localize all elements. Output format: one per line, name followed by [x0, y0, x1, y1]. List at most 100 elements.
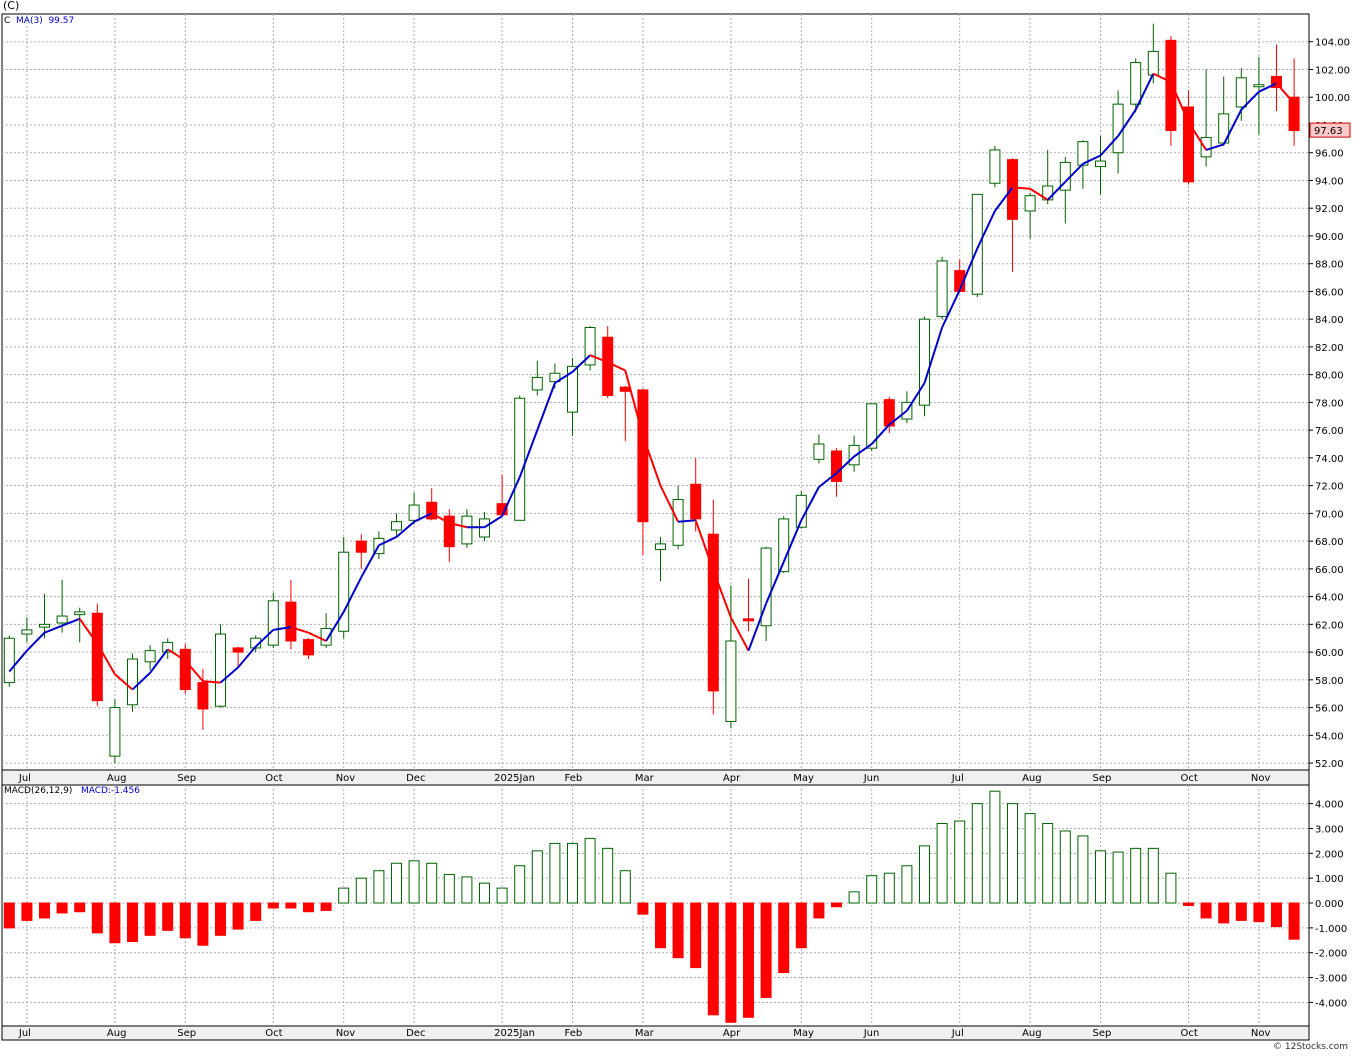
y-tick-label: 3.000 [1315, 824, 1344, 835]
x-tick-label: May [793, 1028, 814, 1039]
x-axis-band-top [1, 769, 1310, 786]
y-tick-label: 90.00 [1315, 232, 1344, 243]
ma-line-segment [958, 248, 979, 291]
macd-bar [1024, 813, 1036, 904]
candle-body [1200, 136, 1212, 158]
ma-line-segment [273, 626, 292, 631]
y-tick-label: -3.000 [1315, 974, 1347, 985]
ma-line-segment [114, 673, 134, 691]
y-tick-label: 88.00 [1315, 260, 1344, 271]
ma-line-segment [782, 519, 803, 563]
y-tick-label: 92.00 [1315, 204, 1344, 215]
ma-line-segment [678, 519, 696, 523]
macd-bar [355, 877, 367, 904]
candle-body [1024, 195, 1036, 212]
macd-bar [971, 803, 983, 904]
ma-line-segment [800, 486, 820, 521]
macd-bar [3, 902, 15, 929]
candle-body [461, 515, 473, 545]
candle-body [1183, 106, 1194, 183]
macd-bar [831, 902, 842, 908]
candle-body [1112, 103, 1124, 154]
candle-body [1095, 160, 1106, 168]
y-tick-label: 66.00 [1315, 565, 1344, 576]
y-tick-label: 52.00 [1315, 759, 1344, 770]
candle-body [320, 628, 332, 646]
legend-symbol: C [4, 16, 11, 26]
x-tick-label: Apr [723, 1028, 741, 1039]
y-tick-label: 70.00 [1315, 509, 1344, 520]
macd-bar [743, 902, 754, 1018]
macd-bar [954, 820, 966, 904]
y-tick-label: 4.000 [1315, 800, 1344, 811]
x-tick-label: 2025Jan [494, 1028, 535, 1039]
ma-line-segment [255, 629, 274, 648]
last-price-tag [1309, 122, 1351, 138]
macd-bar [1112, 851, 1124, 904]
ma-line-segment [694, 519, 715, 571]
candle-body [74, 611, 86, 616]
legend-ma-label: MA(3) [16, 16, 43, 26]
macd-bar [584, 837, 596, 904]
macd-bar [320, 902, 332, 911]
ma-line-segment [202, 680, 221, 684]
macd-bar [1147, 847, 1159, 904]
ma-line-segment [554, 371, 574, 384]
candle-body [672, 499, 684, 546]
candle-body [584, 326, 596, 366]
x-tick-label: Aug [1022, 773, 1042, 784]
macd-bar [848, 891, 860, 904]
symbol-title: (C) [3, 0, 20, 12]
ma-line-segment [906, 382, 926, 412]
macd-bar [567, 842, 578, 904]
y-tick-label: 74.00 [1315, 454, 1344, 465]
ma-line-segment [941, 289, 961, 328]
candle-body [215, 633, 226, 707]
macd-bar [1007, 803, 1018, 904]
macd-bar [91, 902, 103, 934]
watermark: © 12Stocks.com [1273, 1042, 1348, 1052]
x-tick-label: Mar [635, 773, 655, 784]
ma-line-segment [167, 648, 186, 662]
y-tick-label: -2.000 [1315, 949, 1347, 960]
macd-bar [655, 902, 666, 949]
ma-line-segment [1222, 109, 1243, 145]
candle-body [936, 260, 948, 317]
last-price-label: 97.63 [1314, 126, 1343, 137]
y-tick-label: 100.00 [1315, 93, 1350, 104]
ma-line-segment [1240, 90, 1260, 111]
y-tick-label: -1.000 [1315, 924, 1347, 935]
ma-line-segment [853, 443, 873, 458]
macd-bar [1288, 902, 1300, 940]
ma-line-segment [184, 659, 204, 682]
macd-bar [1235, 902, 1247, 921]
candle-body [531, 376, 543, 391]
ma-line-segment [765, 561, 785, 604]
candle-body [56, 615, 68, 624]
ma-line-segment [8, 650, 28, 673]
ma-line-segment [360, 544, 380, 578]
macd-bar [778, 902, 790, 974]
ma-line-segment [483, 515, 503, 529]
x-tick-label: Oct [265, 1028, 282, 1039]
macd-bar [1059, 830, 1071, 904]
ma-line-segment [870, 423, 891, 445]
ma-line-segment [571, 354, 591, 373]
macd-bar [1253, 902, 1265, 923]
ma-line-segment [747, 603, 768, 652]
x-tick-label: Feb [565, 1028, 583, 1039]
macd-bar [919, 845, 930, 904]
macd-bar [127, 902, 138, 943]
x-tick-label: Jul [951, 773, 964, 784]
macd-bar [901, 865, 913, 904]
ma-line-segment [1205, 143, 1225, 151]
ma-line-segment [536, 382, 556, 431]
macd-bar [989, 790, 1001, 904]
candle-body [21, 629, 33, 635]
candle-body [813, 443, 825, 460]
y-tick-label: 82.00 [1315, 343, 1344, 354]
candle-body [1235, 77, 1247, 108]
y-tick-label: 80.00 [1315, 371, 1344, 382]
macd-bar [1271, 902, 1282, 928]
